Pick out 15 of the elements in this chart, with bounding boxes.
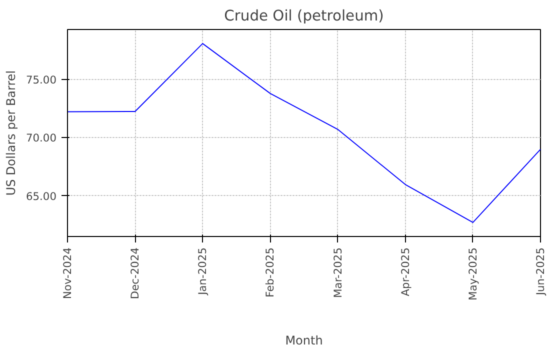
x-axis-title: Month [285,333,323,348]
y-tick-label: 70.00 [26,132,57,145]
x-tick-label: Nov-2024 [61,247,74,299]
x-tick-label: Dec-2024 [128,247,142,300]
x-tick-label: Jan-2025 [196,247,210,296]
y-tick-label: 65.00 [26,190,57,203]
y-tick-label: 75.00 [26,74,57,87]
y-axis-title: US Dollars per Barrel [4,70,18,196]
x-tick-label: Mar-2025 [331,247,344,298]
x-tick-label: Jun-2025 [534,247,547,296]
x-tick-label: Apr-2025 [398,248,412,296]
x-tick-label: May-2025 [466,247,480,300]
chart-title: Crude Oil (petroleum) [224,8,384,24]
x-tick-label: Feb-2025 [264,247,277,298]
line-series [68,43,540,223]
